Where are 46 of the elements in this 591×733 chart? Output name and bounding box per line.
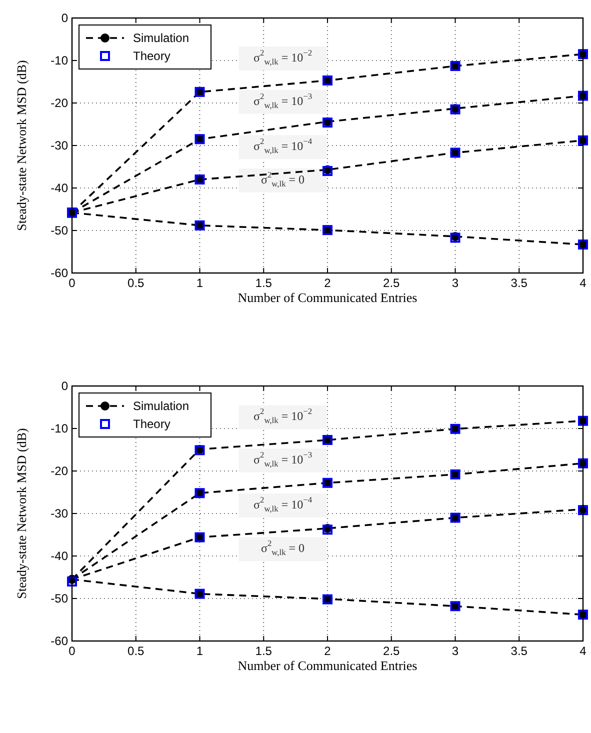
legend-label: Theory	[133, 49, 170, 64]
annotation: σ$^{2}$$_{w,lk}$ = 10$^{−2}$	[254, 48, 312, 67]
x-tick-label: 1	[196, 276, 204, 290]
annotation: σ$^{2}$$_{w,lk}$ = 10$^{−3}$	[254, 92, 312, 110]
y-tick-label: 0	[61, 379, 68, 394]
y-axis-title: Steady-state Network MSD (dB)	[14, 60, 29, 231]
y-tick-label: -30	[50, 138, 68, 153]
y-tick-label: -10	[50, 422, 68, 436]
x-tick-label: 2	[324, 276, 332, 290]
x-tick-label: 2	[324, 644, 332, 658]
x-tick-label: 3	[452, 644, 459, 658]
x-tick-label: 1	[196, 644, 204, 658]
x-tick-label: 3	[452, 276, 459, 290]
y-tick-label: -60	[50, 266, 68, 280]
x-tick-label: 1.5	[255, 276, 272, 290]
y-tick-label: -40	[50, 549, 68, 564]
x-tick-label: 1.5	[255, 644, 272, 658]
y-tick-label: -10	[50, 54, 68, 68]
y-axis-title: Steady-state Network MSD (dB)	[14, 428, 29, 599]
legend-label: Simulation	[133, 31, 190, 46]
x-tick-label: 0.5	[128, 276, 145, 290]
y-tick-label: -60	[50, 634, 68, 648]
annotation: σ$^{2}$$_{w,lk}$ = 10$^{−2}$	[254, 408, 312, 426]
x-tick-label: 3.5	[510, 276, 528, 290]
x-tick-label: 3.5	[510, 644, 528, 658]
y-tick-label: -20	[50, 464, 68, 478]
x-tick-label: 4	[580, 644, 587, 658]
legend-label: Simulation	[133, 399, 190, 414]
annotation: σ$^{2}$$_{w,lk}$ = 0	[261, 170, 305, 189]
y-tick-label: -40	[50, 181, 68, 196]
y-tick-label: -50	[50, 592, 68, 606]
annotation: σ$^{2}$$_{w,lk}$ = 0	[261, 540, 305, 558]
x-axis-title: Number of Communicated Entries	[238, 290, 418, 305]
y-tick-label: -20	[50, 96, 68, 110]
y-tick-label: 0	[61, 11, 68, 26]
x-tick-label: 2.5	[383, 644, 400, 658]
y-tick-label: -30	[50, 506, 68, 521]
annotation: σ$^{2}$$_{w,lk}$ = 10$^{−4}$	[254, 138, 313, 156]
x-tick-label: 4	[580, 276, 587, 290]
legend-label: Theory	[133, 417, 170, 432]
y-tick-label: -50	[50, 224, 68, 238]
annotation: σ$^{2}$$_{w,lk}$ = 10$^{−4}$	[254, 496, 313, 514]
x-tick-label: 2.5	[383, 276, 400, 290]
annotation: σ$^{2}$$_{w,lk}$ = 10$^{−3}$	[254, 450, 312, 469]
x-tick-label: 0.5	[128, 644, 145, 658]
x-axis-title: Number of Communicated Entries	[238, 658, 418, 673]
